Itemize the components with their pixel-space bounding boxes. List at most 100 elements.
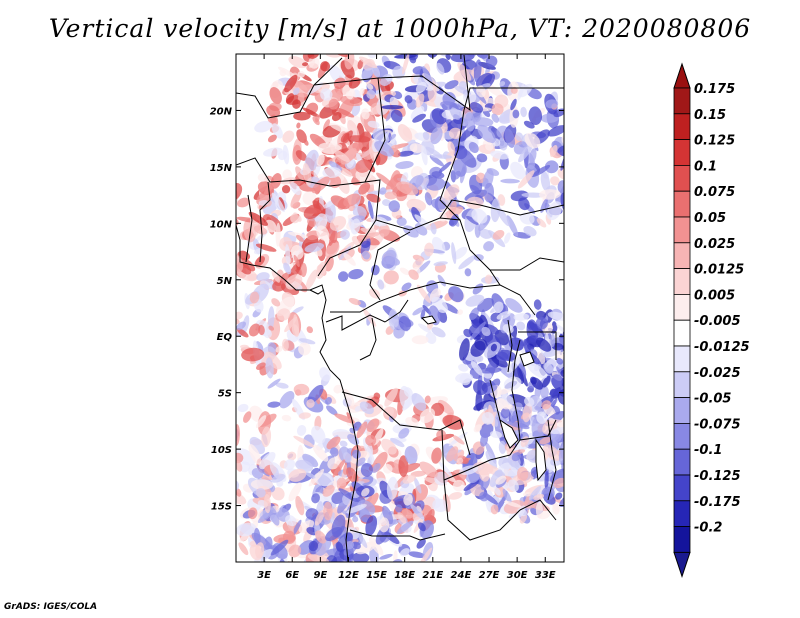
velocity-patch	[529, 308, 542, 319]
velocity-patch	[568, 132, 581, 145]
velocity-patch	[358, 533, 368, 549]
velocity-patch	[396, 181, 419, 196]
velocity-patch	[243, 411, 252, 423]
velocity-patch	[412, 258, 424, 269]
velocity-patch	[325, 397, 332, 405]
velocity-patch	[297, 70, 305, 78]
border-line	[384, 299, 409, 323]
velocity-patch	[275, 222, 281, 247]
velocity-patch	[402, 474, 417, 484]
velocity-patch	[322, 485, 335, 497]
velocity-patch	[331, 111, 342, 122]
country-borders	[236, 54, 564, 541]
velocity-patch	[545, 99, 559, 109]
velocity-patch	[526, 319, 539, 343]
velocity-patch	[457, 62, 472, 81]
velocity-patch	[383, 463, 393, 474]
velocity-patch	[257, 509, 274, 523]
velocity-patch	[397, 30, 407, 39]
colorbar-label: 0.15	[694, 108, 726, 123]
velocity-patch	[288, 468, 307, 482]
velocity-patch	[479, 491, 489, 502]
velocity-patch	[322, 166, 342, 179]
velocity-patch	[393, 326, 405, 339]
velocity-patch	[414, 214, 433, 231]
velocity-patch	[452, 435, 465, 445]
velocity-patch	[523, 339, 531, 355]
velocity-patch	[425, 177, 446, 191]
velocity-patch	[329, 123, 352, 134]
velocity-patch	[567, 446, 585, 464]
velocity-patch	[579, 453, 586, 472]
velocity-patch	[502, 488, 512, 504]
border-line	[439, 109, 465, 221]
lon-tick-label: 15E	[366, 570, 387, 581]
velocity-patch	[341, 581, 364, 596]
velocity-patch	[444, 54, 452, 60]
velocity-patch	[553, 477, 564, 489]
velocity-patch	[458, 254, 477, 270]
velocity-patch	[431, 36, 451, 54]
velocity-patch	[368, 536, 384, 556]
colorbar-label: 0.05	[694, 211, 726, 226]
velocity-patch	[251, 468, 264, 479]
velocity-patch	[257, 173, 268, 182]
colorbar-bin	[673, 371, 691, 398]
velocity-patch	[490, 504, 499, 515]
velocity-patch	[388, 415, 394, 423]
velocity-patch	[236, 311, 243, 320]
colorbar: 0.175 0.15 0.125 0.1 0.075 0.05 0.025 0.0125 0.0…	[673, 62, 750, 578]
velocity-patch	[424, 192, 433, 206]
velocity-patch	[399, 385, 411, 409]
border-line	[443, 454, 511, 481]
border-line	[236, 157, 366, 187]
velocity-patch	[478, 61, 496, 70]
colorbar-bin	[673, 319, 691, 347]
velocity-patch	[285, 514, 297, 527]
velocity-patch	[285, 93, 295, 104]
lon-tick-label: 12E	[338, 570, 359, 581]
velocity-patch	[541, 486, 555, 501]
velocity-patch	[248, 211, 268, 226]
velocity-patch	[256, 362, 266, 370]
velocity-patch	[333, 149, 350, 163]
colorbar-label: -0.125	[694, 469, 741, 484]
velocity-patch	[509, 464, 520, 476]
velocity-patch	[397, 37, 414, 54]
velocity-patch	[410, 105, 425, 120]
lake-outline	[420, 315, 437, 325]
velocity-patch	[298, 565, 307, 573]
velocity-patch	[352, 516, 359, 523]
velocity-patch	[328, 161, 343, 171]
velocity-patch	[261, 426, 272, 448]
velocity-patch	[373, 392, 381, 400]
velocity-patch	[384, 191, 397, 200]
velocity-patch	[331, 54, 348, 58]
velocity-patch	[371, 64, 381, 78]
velocity-patch	[493, 301, 504, 314]
velocity-patch	[520, 106, 527, 118]
velocity-patch	[457, 309, 464, 315]
velocity-patch	[563, 477, 564, 500]
velocity-patch	[518, 197, 530, 211]
velocity-patch	[298, 338, 316, 345]
velocity-patch	[367, 120, 380, 129]
velocity-patch	[412, 307, 424, 316]
velocity-patch	[348, 268, 364, 280]
velocity-patch	[404, 445, 418, 465]
velocity-patch	[283, 262, 292, 275]
velocity-patch	[481, 326, 491, 337]
velocity-patch	[328, 230, 336, 246]
velocity-patch	[298, 519, 315, 534]
velocity-patch	[378, 517, 390, 533]
velocity-patch	[303, 139, 309, 146]
velocity-patch	[567, 434, 587, 450]
velocity-patch	[438, 399, 454, 416]
velocity-patch	[236, 197, 251, 208]
velocity-patch	[308, 56, 320, 69]
velocity-patch	[569, 161, 583, 182]
velocity-patch	[560, 369, 564, 378]
velocity-patch	[335, 541, 344, 553]
velocity-patch	[357, 499, 376, 516]
velocity-patch	[324, 156, 338, 166]
